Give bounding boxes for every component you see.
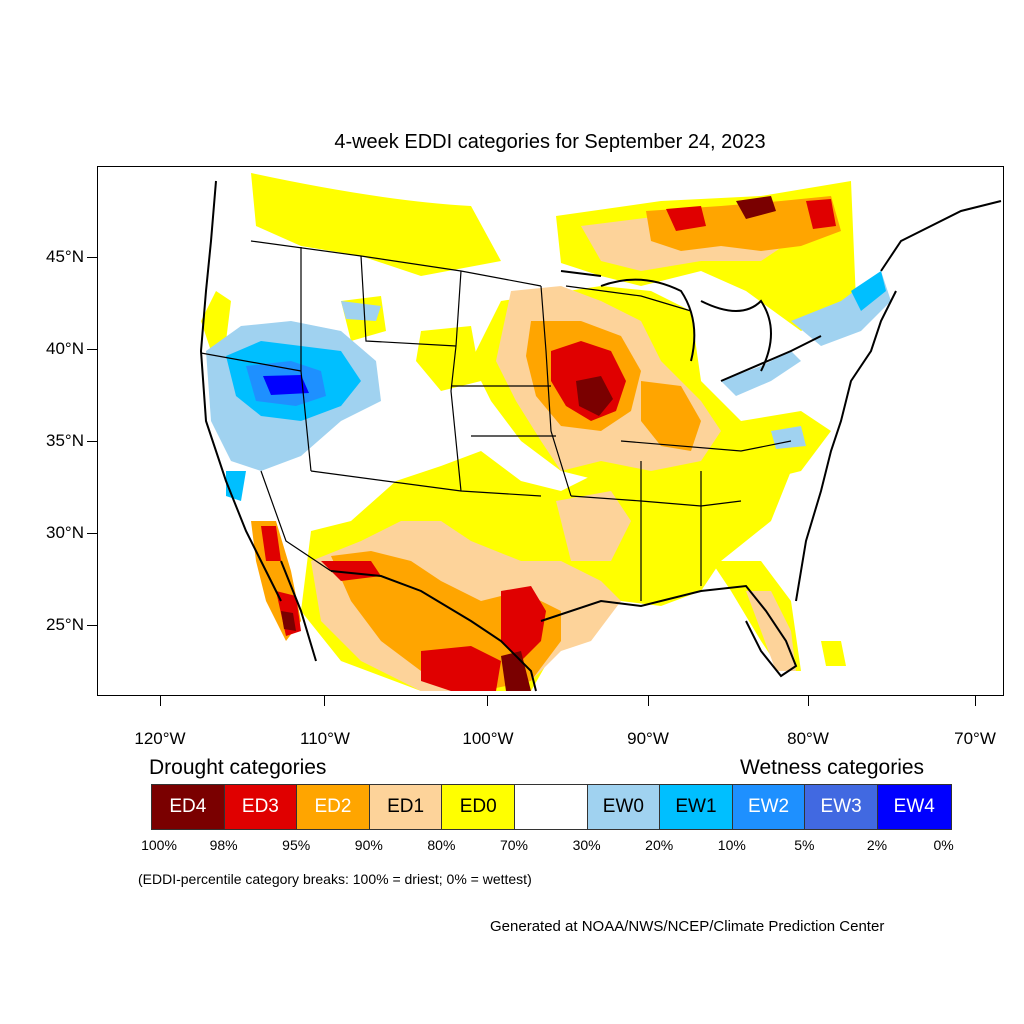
lon-label-80w: 80°W [787, 729, 829, 748]
drought-categories-heading: Drought categories [149, 756, 327, 779]
legend-box-ew2: EW2 [732, 785, 806, 829]
lat-label-25: 25°N [46, 615, 84, 634]
lon-label-110w: 110°W [300, 729, 350, 748]
lat-label-45: 45°N [46, 247, 84, 266]
lat-label-30: 30°N [46, 523, 84, 542]
lon-tick [324, 696, 325, 706]
lat-label-35: 35°N [46, 431, 84, 450]
legend-box-ew4: EW4 [877, 785, 951, 829]
legend-box-ed1: ED1 [369, 785, 443, 829]
percentile-break-label: 100% [141, 837, 177, 853]
boundaries [200, 240, 792, 601]
wetness-categories-heading: Wetness categories [740, 756, 925, 779]
lon-tick [487, 696, 488, 706]
category-legend: ED4 ED3 ED2 ED1 ED0 EW0 EW1 EW2 EW3 EW4 [151, 784, 952, 830]
lon-tick [648, 696, 649, 706]
legend-box-ed3: ED3 [224, 785, 298, 829]
map-title: 4-week EDDI categories for September 24,… [334, 131, 766, 153]
lon-label-120w: 120°W [134, 729, 186, 748]
eddi-map-canvas [191, 171, 1002, 695]
lat-tick [87, 441, 97, 442]
lat-tick [87, 625, 97, 626]
percentile-break-label: 10% [717, 837, 746, 853]
category-note: (EDDI-percentile category breaks: 100% =… [138, 871, 532, 887]
lon-label-90w: 90°W [627, 729, 669, 748]
coastlines [199, 180, 1002, 692]
eddi-map [97, 166, 1004, 696]
legend-box-ew0: EW0 [587, 785, 661, 829]
percentile-break-label: 98% [209, 837, 238, 853]
percentile-break-label: 70% [499, 837, 529, 853]
percentile-break-label: 80% [427, 837, 456, 853]
legend-box-ew1: EW1 [660, 785, 733, 829]
lat-tick [87, 349, 97, 350]
percentile-break-label: 2% [866, 837, 888, 853]
legend-box-ew3: EW3 [805, 785, 878, 829]
ew4-regions [263, 375, 309, 395]
lat-label-40: 40°N [46, 339, 84, 358]
lat-tick [87, 533, 97, 534]
lon-label-70w: 70°W [954, 729, 996, 748]
percentile-break-label: 20% [645, 837, 674, 853]
lat-tick [87, 257, 97, 258]
percentile-break-label: 0% [933, 837, 954, 853]
percentile-break-label: 90% [354, 837, 383, 853]
percentile-break-label: 95% [282, 837, 311, 853]
legend-box-ed0: ED0 [442, 785, 515, 829]
legend-box-normal [514, 785, 588, 829]
legend-box-ed4: ED4 [152, 785, 225, 829]
percentile-break-label: 5% [794, 837, 815, 853]
lon-tick [808, 696, 809, 706]
lon-tick [160, 696, 161, 706]
ed4-regions [281, 196, 776, 691]
lon-label-100w: 100°W [462, 729, 514, 748]
lon-tick [975, 696, 976, 706]
credit-line: Generated at NOAA/NWS/NCEP/Climate Predi… [490, 918, 885, 935]
legend-box-ed2: ED2 [297, 785, 370, 829]
percentile-break-label: 30% [572, 837, 601, 853]
